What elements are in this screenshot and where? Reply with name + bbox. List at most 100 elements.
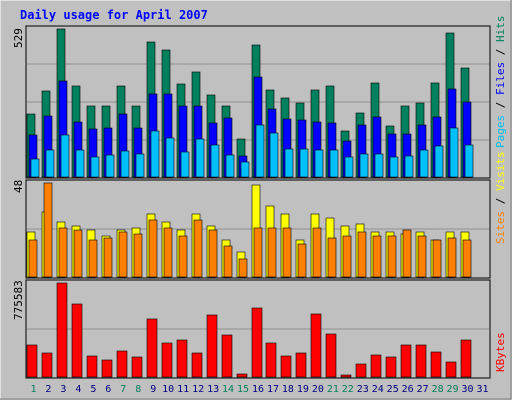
pages-bar (165, 137, 175, 178)
x-axis-day-label: 12 (192, 384, 204, 395)
sites-bar (43, 182, 53, 278)
x-axis-day-label: 27 (417, 384, 429, 395)
kbytes-bar (400, 344, 412, 378)
x-axis-day-label: 8 (135, 384, 141, 395)
sites-bar (267, 227, 277, 278)
sites-bar (238, 258, 248, 278)
kbytes-bar (221, 334, 233, 378)
x-axis-day-label: 3 (60, 384, 66, 395)
kbytes-bar (370, 354, 382, 378)
sites-bar (178, 235, 188, 278)
kbytes-bar (236, 373, 248, 378)
x-axis-day-label: 25 (387, 384, 399, 395)
legend-separator: / (494, 95, 507, 115)
pages-bar (240, 161, 250, 178)
sites-bar (417, 235, 427, 278)
sites-bar (163, 227, 173, 278)
kbytes-bar (191, 352, 203, 378)
kbytes-bar (295, 352, 307, 378)
sites-bar (118, 231, 128, 278)
sites-bar (88, 239, 98, 278)
sites-bar (28, 239, 38, 278)
sites-bar (58, 227, 68, 278)
kbytes-bar (176, 339, 188, 378)
kbytes-bar (116, 350, 128, 378)
legend-separator: / (494, 191, 507, 211)
sites-bar (312, 227, 322, 278)
sites-bar (282, 227, 292, 278)
hits-axis-max-label: 529 (12, 28, 25, 48)
kbytes-bar (206, 314, 218, 378)
pages-bar (404, 155, 414, 178)
pages-bar (299, 148, 309, 178)
visits-axis-max-label: 48 (12, 180, 25, 193)
kbytes-bar (445, 361, 457, 378)
x-axis-day-label: 28 (432, 384, 444, 395)
pages-bar (449, 127, 459, 178)
x-axis-day-label: 26 (402, 384, 414, 395)
sites-bar (462, 239, 472, 278)
kbytes-bar (385, 356, 397, 378)
kbytes-bar (355, 363, 367, 378)
kbytes-bar (280, 355, 292, 378)
pages-bar (120, 150, 130, 178)
sites-bar (447, 237, 457, 278)
pages-bar (75, 149, 85, 178)
sites-bar (133, 233, 143, 278)
kbytes-bar (340, 374, 352, 378)
sites-bar (208, 229, 218, 278)
x-axis-day-label: 11 (177, 384, 189, 395)
x-axis-day-label: 29 (447, 384, 459, 395)
x-axis-day-label: 22 (342, 384, 354, 395)
sites-bar (327, 237, 337, 278)
pages-bar (180, 151, 190, 178)
pages-bar (269, 132, 279, 178)
legend-1: Sites / Visits (494, 151, 507, 244)
kbytes-bar (460, 339, 472, 378)
sites-bar (357, 231, 367, 278)
sites-bar (402, 229, 412, 278)
pages-bar (225, 154, 235, 178)
legend-entry: Hits (494, 16, 507, 43)
pages-bar (284, 148, 294, 178)
pages-bar (195, 138, 205, 178)
x-axis-day-label: 5 (90, 384, 96, 395)
pages-bar (359, 153, 369, 178)
legend-entry: Files (494, 62, 507, 95)
sites-bar (387, 235, 397, 278)
kbytes-axis-max-label: 775583 (12, 280, 25, 320)
kbytes-bar (56, 282, 68, 378)
chart-title: Daily usage for April 2007 (20, 8, 208, 22)
legend-entry: Pages (494, 115, 507, 148)
sites-bar (342, 235, 352, 278)
x-axis-day-label: 10 (162, 384, 174, 395)
pages-bar (210, 144, 220, 178)
pages-bar (90, 156, 100, 178)
pages-bar (60, 134, 70, 178)
x-axis-day-label: 14 (222, 384, 234, 395)
pages-bar (105, 154, 115, 178)
x-axis-day-label: 30 (462, 384, 474, 395)
x-axis-day-label: 24 (372, 384, 384, 395)
x-axis-day-label: 1 (30, 384, 36, 395)
kbytes-bar (251, 307, 263, 378)
chart-bars (26, 28, 474, 378)
kbytes-bar (265, 342, 277, 378)
x-axis-day-label: 9 (150, 384, 156, 395)
pages-bar (344, 156, 354, 178)
sites-bar (73, 229, 83, 278)
x-axis-day-label: 31 (476, 384, 488, 395)
x-axis-day-label: 2 (45, 384, 51, 395)
sites-bar (253, 227, 263, 278)
x-axis-day-label: 16 (252, 384, 264, 395)
legend-separator: / (494, 42, 507, 62)
kbytes-bar (41, 352, 53, 378)
pages-bar (150, 130, 160, 178)
sites-bar (432, 239, 442, 278)
x-axis-day-label: 7 (120, 384, 126, 395)
sites-bar (372, 235, 382, 278)
x-axis-labels: 1 2 3 4 5 6 7 8 9 10 11 12 13 14 15 16 17 18 19 20 21 22 23 24 2… (30, 384, 488, 395)
kbytes-bar (86, 355, 98, 378)
kbytes-bar (161, 342, 173, 378)
sites-bar (103, 237, 113, 278)
